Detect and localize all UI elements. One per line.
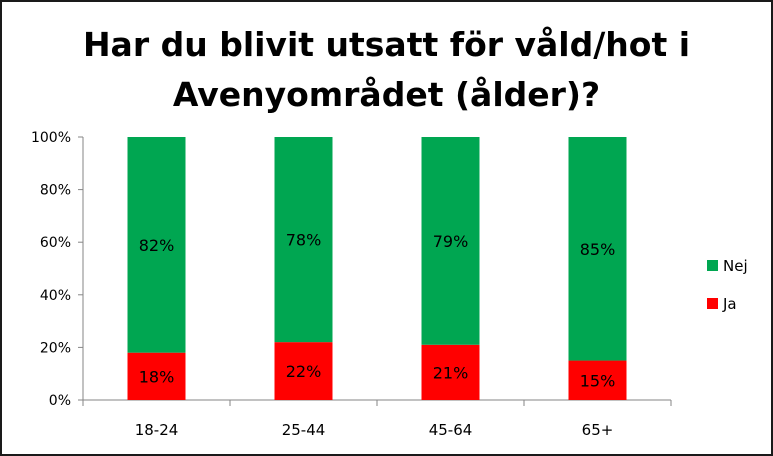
data-label: 82% <box>139 236 175 255</box>
data-label: 85% <box>580 240 616 259</box>
y-tick-label: 80% <box>40 183 71 199</box>
legend-label-ja: Ja <box>722 295 737 313</box>
bar-segment-ja <box>568 360 627 400</box>
chart-title-line-2: Avenyområdet (ålder)? <box>172 75 601 114</box>
legend-swatch-ja <box>707 298 718 309</box>
data-label: 18% <box>139 367 175 386</box>
bar-segment-nej <box>274 137 333 343</box>
x-category-label: 45-64 <box>429 421 473 439</box>
bar-segment-nej <box>421 137 480 345</box>
legend-swatch-nej <box>707 260 718 271</box>
x-category-label: 18-24 <box>135 421 179 439</box>
chart-title: Har du blivit utsatt för våld/hot i Aven… <box>2 20 771 120</box>
data-label: 78% <box>286 231 322 250</box>
y-tick-label: 60% <box>40 235 71 251</box>
chart-title-line-1: Har du blivit utsatt för våld/hot i <box>82 25 691 64</box>
data-label: 21% <box>433 363 469 382</box>
bar-segment-nej <box>568 137 627 361</box>
y-tick-label: 40% <box>40 288 71 304</box>
y-tick-label: 20% <box>40 340 71 356</box>
y-tick-label: 0% <box>49 393 71 409</box>
y-tick-label: 100% <box>31 130 71 146</box>
x-category-label: 65+ <box>582 421 614 439</box>
data-label: 15% <box>580 371 616 390</box>
legend-label-nej: Nej <box>723 257 748 275</box>
x-category-label: 25-44 <box>282 421 326 439</box>
bar-segment-ja <box>274 342 333 400</box>
bar-segment-ja <box>421 344 480 400</box>
data-label: 22% <box>286 362 322 381</box>
bar-segment-nej <box>127 137 186 353</box>
data-label: 79% <box>433 232 469 251</box>
bar-segment-ja <box>127 352 186 400</box>
